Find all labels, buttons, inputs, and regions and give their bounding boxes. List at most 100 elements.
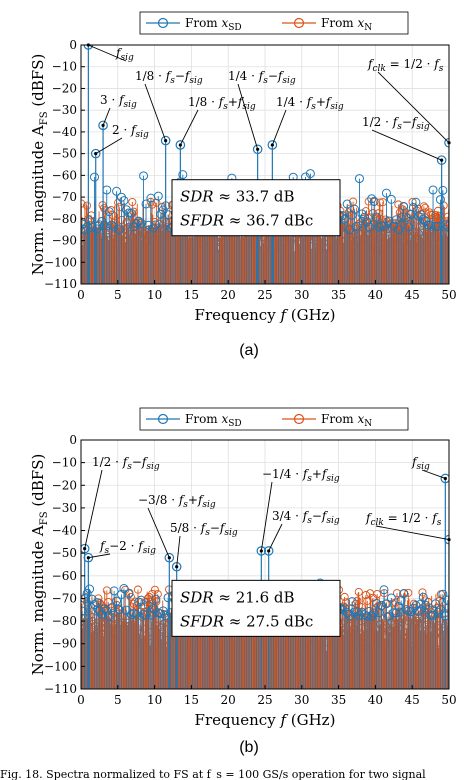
marker-xsd: [386, 194, 396, 204]
marker-xsd: [347, 210, 357, 220]
annotation-arrowhead: [86, 556, 90, 560]
marker-xsd: [418, 214, 428, 224]
marker-xsd: [431, 221, 441, 231]
marker-xsd: [381, 599, 391, 609]
marker-xsd: [362, 217, 372, 227]
marker-xsd: [121, 605, 131, 615]
legend-label-xsd: From xSD: [185, 16, 242, 33]
marker-xsd: [134, 216, 144, 226]
y-tick-label: −10: [52, 456, 77, 470]
spur-marker: [164, 552, 175, 563]
marker-xsd: [112, 596, 122, 606]
marker-xsd: [131, 610, 141, 620]
marker-xsd: [411, 197, 421, 207]
y-tick-label: −40: [52, 125, 77, 139]
marker-xsd: [416, 599, 426, 609]
marker-xsd: [377, 600, 387, 610]
marker-xsd: [426, 610, 436, 620]
marker-xsd: [369, 196, 379, 206]
annotation-label: −1/4 · fs+fsig: [262, 467, 340, 484]
marker-xsd: [114, 225, 124, 235]
marker-xn: [147, 231, 156, 240]
marker-xn: [364, 197, 373, 206]
figure-caption: Fig. 18. Spectra normalized to FS at f_s…: [0, 768, 426, 780]
marker-xsd: [345, 225, 355, 235]
marker-xsd: [369, 608, 379, 618]
marker-xn: [153, 590, 162, 599]
marker-xsd: [374, 222, 384, 232]
marker-xsd: [386, 593, 396, 603]
annotation-label: 1/8 · fs+fsig: [188, 95, 256, 112]
marker-xsd: [367, 194, 377, 204]
metrics-box: SDR ≈ 21.6 dB SFDR ≈ 27.5 dBc: [171, 579, 341, 637]
marker-xsd: [85, 584, 95, 594]
legend-label-xn: From xN: [321, 412, 372, 429]
marker-xsd: [364, 606, 374, 616]
marker-xn: [107, 240, 116, 249]
annotation-arrow: [377, 71, 450, 144]
annotation-label: fclk = 1/2 · fs: [365, 511, 442, 528]
marker-xsd: [340, 603, 350, 613]
y-tick-label: −50: [52, 147, 77, 161]
x-tick-label: 35: [331, 693, 346, 707]
marker-xsd: [85, 216, 95, 226]
marker-xsd: [126, 610, 136, 620]
marker-xsd: [126, 208, 136, 218]
marker-xsd: [151, 594, 161, 604]
x-tick-label: 35: [331, 288, 346, 302]
annotation-arrowhead: [167, 556, 171, 560]
y-tick-label: −80: [52, 212, 77, 226]
marker-xn: [153, 237, 162, 246]
x-tick-label: 25: [257, 693, 272, 707]
x-tick-label: 40: [368, 288, 383, 302]
x-tick-label: 20: [221, 288, 236, 302]
marker-xsd: [102, 606, 112, 616]
x-tick-label: 50: [441, 288, 456, 302]
marker-xn: [130, 629, 139, 638]
legend: From xSD From xN: [139, 407, 409, 431]
annotations-b: 1/2 · fs−fsig fs−2 · fsig −3/8 · fs+fsig 5/…: [83, 455, 451, 569]
x-tick-label: 0: [77, 288, 85, 302]
annotation-arrow: [271, 109, 287, 146]
annotation-arrow: [371, 129, 442, 161]
marker-xsd: [418, 592, 428, 602]
annotation-arrowhead: [86, 43, 90, 47]
y-tick-label: −60: [52, 168, 77, 182]
marker-xsd: [408, 603, 418, 613]
marker-xsd: [401, 213, 411, 223]
marker-xn: [82, 201, 92, 210]
marker-xsd: [396, 213, 406, 223]
marker-xn: [418, 588, 427, 597]
marker-xn: [383, 612, 392, 621]
marker-xsd: [129, 608, 139, 618]
marker-xsd: [114, 604, 124, 614]
y-tick-label: −110: [44, 682, 77, 696]
annotation-arrowhead: [83, 547, 87, 551]
marker-xsd: [82, 222, 92, 232]
marker-xsd: [391, 215, 401, 225]
y-axis-label: Norm. magnitude AFS (dBFS): [29, 54, 50, 276]
marker-xsd: [428, 610, 438, 620]
legend-marker-xsd: [157, 17, 169, 29]
marker-xsd: [82, 588, 92, 598]
marker-xsd: [384, 216, 394, 226]
marker-xsd: [109, 586, 119, 596]
legend-label-xsd: From xSD: [185, 412, 242, 429]
marker-xsd: [148, 223, 158, 233]
y-tick-label: −90: [52, 234, 77, 248]
marker-xsd: [350, 204, 360, 214]
marker-xsd: [305, 169, 315, 179]
y-tick-label: −100: [44, 255, 77, 269]
marker-xsd: [107, 220, 117, 230]
legend: From xSD From xN: [139, 11, 409, 35]
x-tick-label: 40: [368, 693, 383, 707]
spur-marker: [90, 148, 101, 159]
marker-xsd: [421, 600, 431, 610]
annotation-arrowhead: [440, 158, 444, 162]
y-tick-label: −110: [44, 277, 77, 291]
annotation-label: fsig: [115, 46, 134, 63]
y-tick-label: −80: [52, 614, 77, 628]
annotation-label: 2 · fsig: [112, 123, 149, 140]
marker-xn: [353, 596, 362, 605]
marker-xn: [281, 239, 290, 248]
